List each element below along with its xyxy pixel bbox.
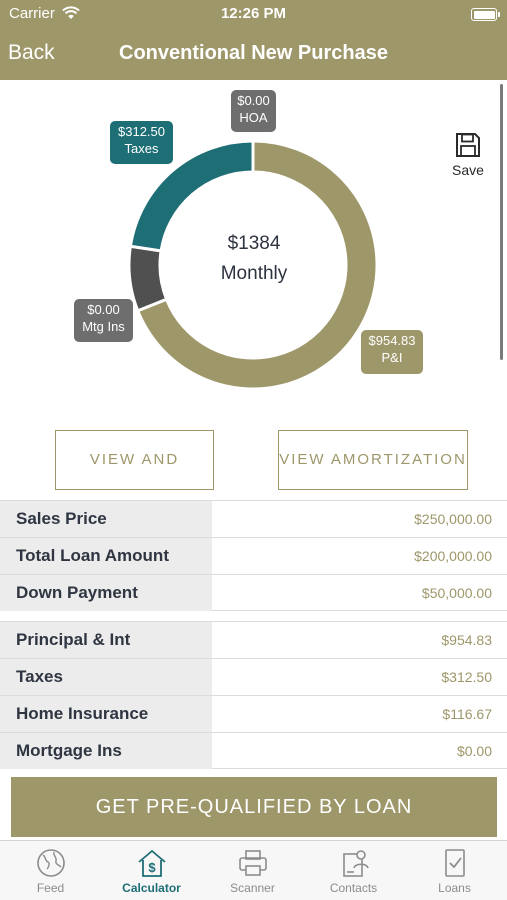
row-value: $250,000.00: [414, 511, 492, 527]
tab-calculator[interactable]: $ Calculator: [101, 841, 202, 900]
tab-label: Contacts: [329, 881, 378, 895]
row-label: Sales Price: [0, 501, 212, 537]
monthly-amount: $1384: [227, 233, 281, 254]
save-button[interactable]: Save: [448, 132, 488, 182]
save-label: Save: [452, 162, 484, 178]
table-row[interactable]: Mortgage Ins $0.00: [0, 732, 507, 769]
row-label: Mortgage Ins: [0, 733, 212, 769]
mtg-ins-label: Mtg Ins: [82, 319, 125, 334]
table-row[interactable]: Home Insurance $116.67: [0, 695, 507, 732]
carrier-label: Carrier: [9, 5, 55, 22]
tab-label: Loans: [438, 881, 471, 895]
status-bar: Carrier 12:26 PM: [0, 0, 507, 28]
hoa-bubble: $0.00 HOA: [231, 90, 276, 132]
pi-amount: $954.83: [368, 333, 416, 348]
row-value: $116.67: [442, 706, 492, 722]
tab-feed[interactable]: Feed: [0, 841, 101, 900]
view-and-share-button[interactable]: VIEW AND SHARE: [55, 430, 214, 526]
row-label: Taxes: [0, 659, 212, 695]
tab-label: Calculator: [122, 881, 181, 895]
donut-chart: [127, 139, 379, 391]
tab-label: Scanner: [230, 881, 275, 895]
monthly-label: Monthly: [220, 263, 288, 284]
scroll-indicator[interactable]: [500, 84, 503, 360]
row-value: $0.00: [456, 743, 492, 759]
clock-label: 12:26 PM: [220, 5, 287, 22]
table-row[interactable]: Taxes $312.50: [0, 658, 507, 695]
contacts-icon: [303, 848, 404, 878]
table-row[interactable]: Sales Price $250,000.00: [0, 500, 507, 537]
wifi-icon: [62, 6, 80, 24]
tab-contacts[interactable]: Contacts: [303, 841, 404, 900]
loan-summary-table: Sales Price $250,000.00 Total Loan Amoun…: [0, 500, 507, 611]
row-label: Home Insurance: [0, 696, 212, 732]
table-row[interactable]: Total Loan Amount $200,000.00: [0, 537, 507, 574]
taxes-amount: $312.50: [118, 124, 165, 139]
navigation-bar: Back Conventional New Purchase: [0, 28, 507, 80]
view-amortization-button[interactable]: VIEW AMORTIZATION: [278, 430, 468, 490]
hoa-amount: $0.00: [237, 93, 270, 108]
row-value: $50,000.00: [421, 585, 492, 601]
pi-label: P&I: [381, 350, 403, 365]
row-value: $200,000.00: [414, 548, 492, 564]
taxes-bubble: $312.50 Taxes: [110, 121, 173, 164]
payment-chart: $1384 Monthly $0.00 HOA $312.50 Taxes $0…: [0, 80, 507, 420]
globe-icon: [0, 848, 101, 878]
row-label: Total Loan Amount: [0, 538, 212, 574]
tab-label: Feed: [36, 881, 65, 895]
row-value: $312.50: [441, 669, 492, 685]
back-button[interactable]: Back: [8, 41, 55, 64]
tab-bar: Feed $ Calculator Scanner Contacts Loans: [0, 840, 507, 900]
house-dollar-icon: $: [101, 848, 202, 878]
row-label: Principal & Int: [0, 622, 212, 658]
get-pre-qualified-button[interactable]: GET PRE-QUALIFIED BY LOAN: [11, 777, 497, 837]
row-label: Down Payment: [0, 575, 212, 611]
mtg-ins-amount: $0.00: [87, 302, 120, 317]
page-title: Conventional New Purchase: [119, 42, 388, 64]
floppy-disk-icon: [448, 132, 488, 158]
table-row[interactable]: Down Payment $50,000.00: [0, 574, 507, 611]
battery-icon: [471, 8, 500, 21]
tab-loans[interactable]: Loans: [404, 841, 505, 900]
document-check-icon: [404, 848, 505, 878]
pi-bubble: $954.83 P&I: [361, 330, 423, 374]
mtg-ins-bubble: $0.00 Mtg Ins: [74, 299, 133, 342]
donut-slice-pi: [135, 139, 379, 391]
row-value: $954.83: [441, 632, 492, 648]
hoa-label: HOA: [239, 110, 268, 125]
svg-text:$: $: [148, 860, 156, 875]
payment-breakdown-table: Principal & Int $954.83 Taxes $312.50 Ho…: [0, 621, 507, 769]
donut-slice-taxes: [128, 139, 255, 253]
printer-icon: [202, 848, 303, 878]
taxes-label: Taxes: [124, 141, 159, 156]
table-row[interactable]: Principal & Int $954.83: [0, 621, 507, 658]
tab-scanner[interactable]: Scanner: [202, 841, 303, 900]
